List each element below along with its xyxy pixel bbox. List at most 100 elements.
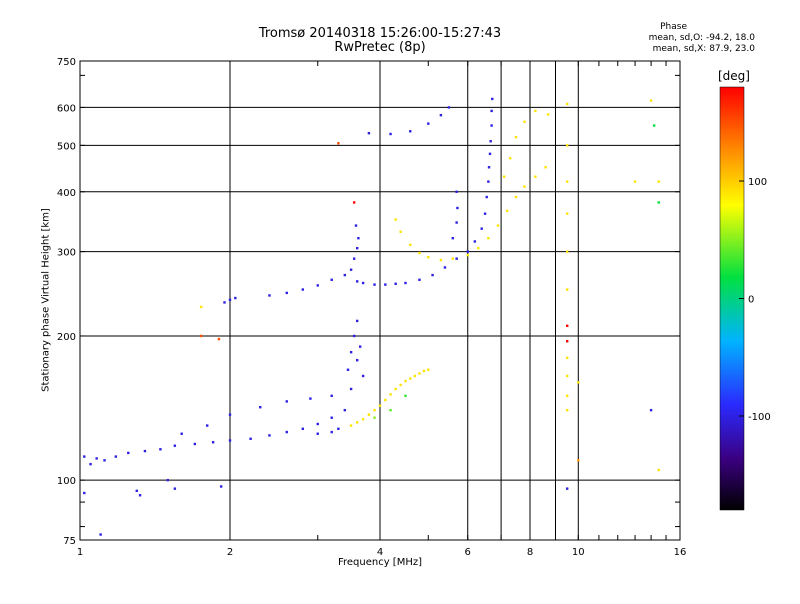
data-point: [565, 180, 569, 183]
data-point: [649, 408, 653, 412]
data-point: [534, 109, 537, 113]
data-point: [384, 283, 387, 286]
data-point: [114, 455, 118, 458]
data-point: [477, 246, 480, 250]
data-point: [489, 140, 492, 143]
x-tick-label: 16: [674, 547, 687, 558]
data-point: [565, 212, 569, 215]
x-tick-label: 2: [227, 547, 233, 558]
data-point: [159, 448, 162, 451]
y-tick-label: 100: [57, 476, 76, 487]
data-point: [361, 418, 365, 421]
data-point: [349, 268, 353, 271]
x-tick-label: 4: [377, 547, 383, 558]
data-point: [166, 478, 169, 482]
data-point: [103, 459, 106, 462]
data-point: [355, 246, 359, 250]
data-point: [394, 282, 397, 285]
data-point: [409, 243, 412, 246]
data-point: [565, 394, 569, 398]
phase-stats-x: mean, sd,X: 87.9, 23.0: [652, 44, 755, 54]
data-point: [427, 368, 430, 371]
data-point: [565, 144, 569, 147]
data-point: [205, 424, 209, 427]
x-tick-label: 8: [527, 547, 533, 558]
x-tick-label: 1: [77, 547, 83, 558]
data-point: [367, 413, 371, 416]
data-point: [447, 106, 451, 109]
data-point: [455, 257, 458, 260]
data-point: [409, 377, 412, 380]
data-point: [378, 404, 382, 407]
data-point: [565, 340, 569, 343]
data-point: [496, 224, 500, 227]
data-point: [234, 296, 237, 300]
data-point: [285, 291, 288, 295]
data-point: [502, 175, 506, 178]
data-point: [355, 359, 359, 362]
data-point: [352, 257, 356, 260]
data-point: [487, 180, 490, 183]
y-tick-label: 500: [57, 141, 76, 152]
colorbar-tick-label: 100: [748, 177, 767, 188]
data-point: [466, 250, 469, 253]
data-point: [95, 457, 98, 460]
data-point: [384, 398, 387, 402]
data-point: [439, 113, 443, 117]
data-point: [83, 491, 86, 495]
data-point: [488, 152, 492, 156]
data-point: [223, 301, 226, 304]
data-point: [173, 444, 177, 447]
data-point: [534, 175, 537, 178]
data-point: [211, 441, 215, 444]
data-point: [565, 408, 569, 412]
data-point: [490, 109, 493, 113]
data-point: [349, 424, 353, 427]
data-point: [466, 253, 469, 257]
data-point: [228, 298, 232, 301]
data-point: [337, 427, 340, 431]
colorbar-tick-label: 0: [748, 295, 754, 306]
y-axis-label: Stationary phase Virtual Height [km]: [40, 208, 52, 392]
data-point: [361, 281, 365, 285]
data-point: [354, 224, 358, 227]
data-point: [565, 288, 569, 291]
data-point: [404, 394, 407, 398]
data-point: [343, 273, 347, 277]
data-point: [455, 190, 458, 193]
data-point: [565, 102, 569, 106]
data-point: [404, 379, 407, 383]
data-point: [285, 430, 288, 434]
colorbar-label: [deg]: [718, 69, 750, 83]
data-point: [418, 278, 421, 281]
data-point: [439, 258, 443, 262]
data-point: [451, 257, 455, 260]
phase-stats-header: Phase: [660, 22, 687, 32]
data-point: [455, 221, 458, 224]
data-point: [508, 157, 512, 160]
y-tick-label: 750: [57, 57, 76, 68]
data-point: [431, 273, 434, 277]
data-point: [485, 195, 488, 199]
chart-title: Tromsø 20140318 15:26:00-15:27:43: [258, 26, 502, 41]
data-point: [577, 459, 580, 462]
data-point: [330, 394, 333, 398]
x-tick-label: 6: [465, 547, 471, 558]
data-point: [505, 209, 509, 213]
data-point: [514, 195, 518, 199]
data-point: [565, 356, 569, 360]
data-point: [523, 185, 526, 188]
data-point: [330, 416, 333, 419]
data-point: [355, 280, 359, 283]
data-point: [487, 166, 491, 169]
data-point: [546, 113, 550, 116]
data-point: [544, 166, 547, 169]
data-point: [135, 489, 138, 493]
data-point: [330, 430, 333, 434]
data-point: [357, 236, 360, 240]
chart-subtitle: RwPretec (8p): [334, 40, 426, 55]
data-point: [373, 416, 376, 419]
data-point: [427, 256, 430, 259]
